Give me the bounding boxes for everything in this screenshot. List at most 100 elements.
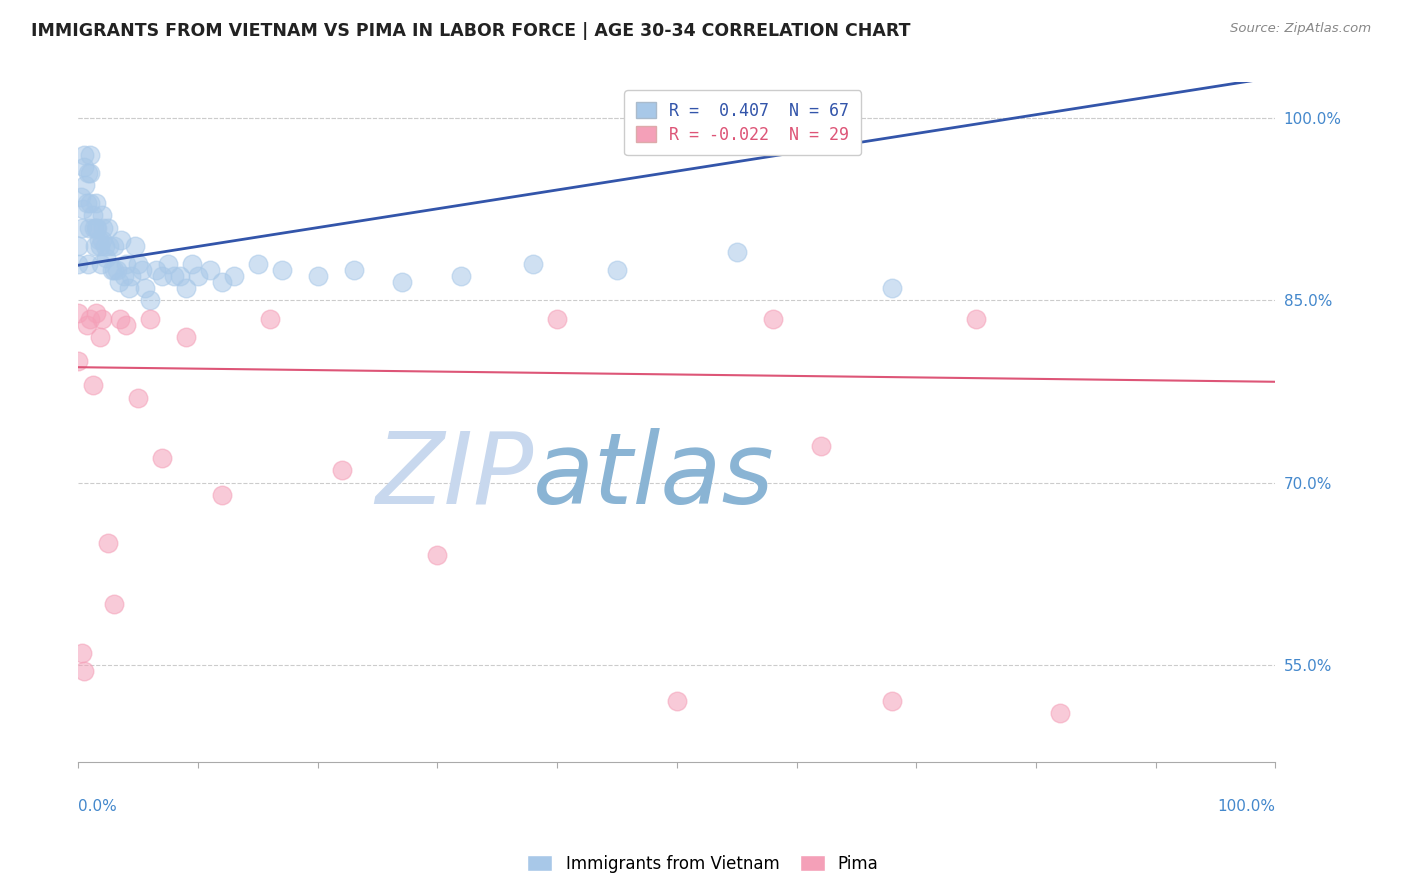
Text: ZIP: ZIP (375, 428, 533, 524)
Point (84, 239, 107, 253)
Point (103, 239, 125, 253)
Point (391, 275, 413, 289)
Point (70, 646, 93, 660)
Text: Source: ZipAtlas.com: Source: ZipAtlas.com (1230, 22, 1371, 36)
Point (965, 311, 987, 326)
Point (145, 263, 167, 277)
Point (67, 354, 90, 368)
Point (762, 311, 785, 326)
Point (174, 281, 197, 295)
Point (86, 220, 108, 235)
Point (131, 263, 153, 277)
Point (108, 275, 131, 289)
Point (93, 239, 115, 253)
Point (90, 257, 112, 271)
Point (89, 239, 111, 253)
Point (101, 263, 124, 277)
Point (72, 202, 94, 217)
Point (139, 293, 162, 308)
Point (181, 257, 204, 271)
Point (84, 196, 107, 211)
Point (211, 488, 233, 502)
Point (83, 220, 105, 235)
Point (98, 239, 121, 253)
Point (91, 209, 114, 223)
Point (91, 233, 114, 247)
Point (108, 311, 131, 326)
Point (174, 330, 197, 344)
Point (94, 251, 117, 265)
Text: IMMIGRANTS FROM VIETNAM VS PIMA IN LABOR FORCE | AGE 30-34 CORRELATION CHART: IMMIGRANTS FROM VIETNAM VS PIMA IN LABOR… (31, 22, 911, 40)
Legend: Immigrants from Vietnam, Pima: Immigrants from Vietnam, Pima (520, 848, 886, 880)
Point (1049, 706, 1071, 721)
Point (76, 257, 98, 271)
Point (76, 318, 98, 332)
Point (103, 597, 125, 611)
Point (84, 305, 107, 319)
Point (79, 147, 101, 161)
Point (211, 275, 233, 289)
Point (606, 263, 628, 277)
Point (69, 190, 91, 204)
Point (76, 166, 98, 180)
Point (79, 166, 101, 180)
Point (79, 311, 101, 326)
Point (82, 209, 104, 223)
Point (157, 257, 180, 271)
Point (665, 694, 688, 708)
Point (725, 244, 748, 259)
Point (882, 694, 904, 708)
Point (259, 311, 281, 326)
Point (115, 318, 138, 332)
Point (112, 269, 135, 284)
Point (120, 269, 142, 284)
Point (246, 257, 269, 271)
Point (124, 239, 146, 253)
Point (522, 257, 544, 271)
Point (105, 263, 128, 277)
Point (139, 311, 162, 326)
Point (882, 281, 904, 295)
Point (127, 391, 149, 405)
Point (84, 220, 107, 235)
Point (343, 263, 366, 277)
Point (73, 147, 96, 161)
Point (91, 311, 114, 326)
Text: 0.0%: 0.0% (79, 799, 117, 814)
Point (70, 220, 93, 235)
Point (810, 439, 832, 453)
Point (89, 330, 111, 344)
Point (67, 239, 90, 253)
Text: atlas: atlas (533, 428, 775, 524)
Point (198, 263, 221, 277)
Point (270, 263, 292, 277)
Point (75, 178, 97, 193)
Point (67, 305, 90, 319)
Legend: R =  0.407  N = 67, R = -0.022  N = 29: R = 0.407 N = 67, R = -0.022 N = 29 (624, 90, 860, 155)
Point (163, 269, 186, 284)
Point (222, 269, 245, 284)
Point (82, 378, 104, 392)
Point (87, 233, 110, 247)
Point (73, 664, 96, 678)
Point (115, 257, 138, 271)
Point (187, 269, 209, 284)
Point (117, 281, 139, 295)
Point (77, 220, 100, 235)
Point (330, 463, 353, 477)
Point (67, 257, 90, 271)
Point (127, 257, 149, 271)
Point (169, 269, 191, 284)
Point (307, 269, 329, 284)
Point (97, 536, 120, 550)
Point (450, 269, 472, 284)
Point (426, 549, 449, 563)
Point (73, 160, 96, 174)
Point (110, 233, 132, 247)
Point (97, 220, 120, 235)
Point (103, 263, 125, 277)
Point (93, 220, 115, 235)
Point (546, 311, 568, 326)
Text: 100.0%: 100.0% (1218, 799, 1275, 814)
Point (76, 196, 98, 211)
